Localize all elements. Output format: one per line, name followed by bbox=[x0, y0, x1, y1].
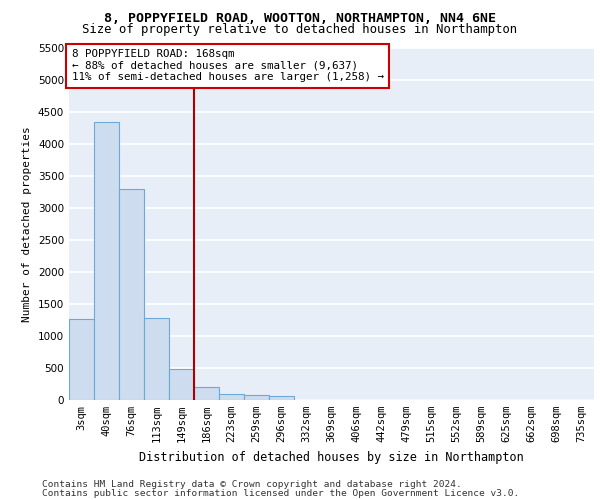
Bar bbox=[244, 395, 269, 400]
Bar bbox=[169, 369, 194, 400]
Bar bbox=[119, 189, 144, 400]
Bar bbox=[194, 386, 219, 400]
Bar bbox=[69, 319, 94, 400]
Y-axis label: Number of detached properties: Number of detached properties bbox=[22, 126, 32, 322]
Text: 8 POPPYFIELD ROAD: 168sqm
← 88% of detached houses are smaller (9,637)
11% of se: 8 POPPYFIELD ROAD: 168sqm ← 88% of detac… bbox=[71, 50, 383, 82]
Text: Contains HM Land Registry data © Crown copyright and database right 2024.: Contains HM Land Registry data © Crown c… bbox=[42, 480, 462, 489]
Bar bbox=[144, 318, 169, 400]
Text: Size of property relative to detached houses in Northampton: Size of property relative to detached ho… bbox=[82, 24, 518, 36]
Bar bbox=[269, 396, 294, 400]
Text: Contains public sector information licensed under the Open Government Licence v3: Contains public sector information licen… bbox=[42, 488, 519, 498]
Bar bbox=[219, 394, 244, 400]
X-axis label: Distribution of detached houses by size in Northampton: Distribution of detached houses by size … bbox=[139, 450, 524, 464]
Bar bbox=[94, 122, 119, 400]
Text: 8, POPPYFIELD ROAD, WOOTTON, NORTHAMPTON, NN4 6NE: 8, POPPYFIELD ROAD, WOOTTON, NORTHAMPTON… bbox=[104, 12, 496, 26]
